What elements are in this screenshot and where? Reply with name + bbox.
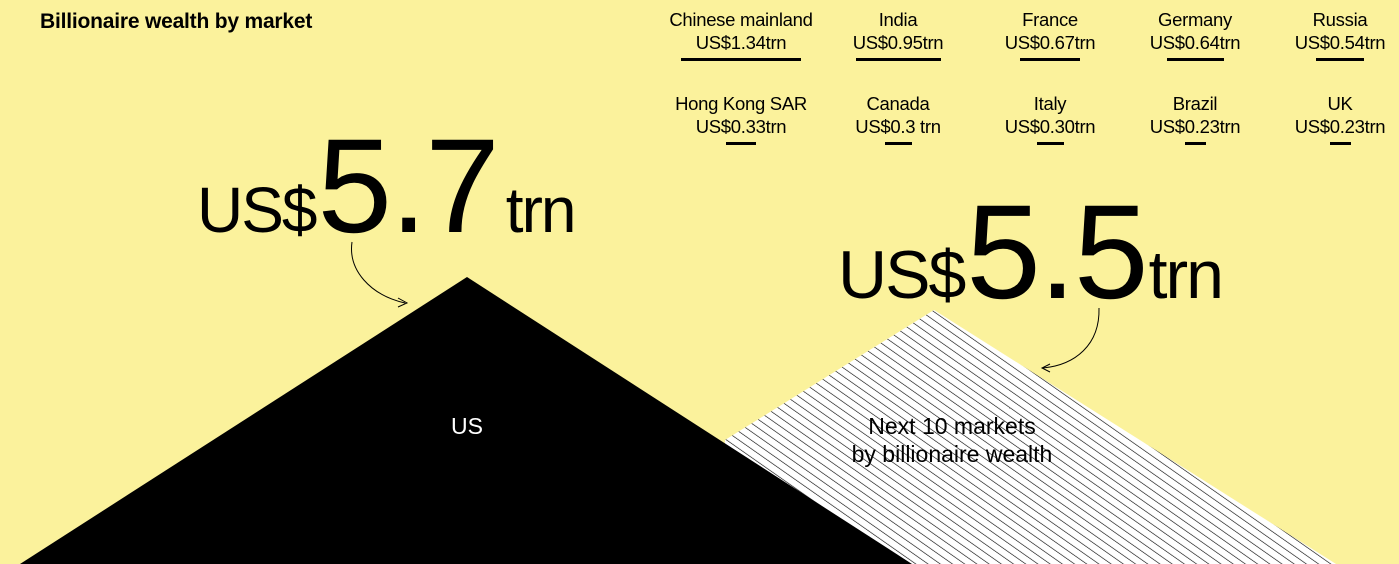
- market-value: US$0.67trn: [1004, 32, 1096, 53]
- us-unit: trn: [505, 174, 577, 246]
- next10-number: 5.5: [966, 178, 1148, 327]
- market-bar: [1020, 58, 1080, 61]
- us-total-value: US$5.7 trn: [197, 112, 577, 261]
- us-mountain: [20, 277, 912, 564]
- market-item: Germany US$0.64trn: [1110, 8, 1280, 61]
- market-item: Italy US$0.30trn: [965, 92, 1135, 145]
- market-item: Hong Kong SAR US$0.33trn: [656, 92, 826, 145]
- market-item: Russia US$0.54trn: [1255, 8, 1399, 61]
- next10-arrow: [1042, 307, 1100, 369]
- market-bar: [1316, 58, 1364, 61]
- market-name: Italy: [1033, 93, 1067, 114]
- market-item: UK US$0.23trn: [1255, 92, 1399, 145]
- next10-total-value: US$5.5trn: [838, 178, 1224, 327]
- market-bar: [681, 58, 801, 61]
- market-value: US$1.34trn: [695, 32, 787, 53]
- market-value: US$0.33trn: [695, 116, 787, 137]
- us-arrowhead: [397, 297, 409, 308]
- market-value: US$0.3 trn: [855, 116, 941, 137]
- market-bar: [1166, 58, 1224, 61]
- market-name: India: [878, 9, 918, 30]
- next10-arrowhead: [1040, 363, 1051, 373]
- market-name: Chinese mainland: [669, 9, 813, 30]
- market-bar: [884, 142, 912, 145]
- next10-label-line2: by billionaire wealth: [851, 441, 1053, 467]
- us-label: US: [451, 413, 483, 439]
- us-number: 5.7: [317, 112, 500, 261]
- market-value: US$0.54trn: [1294, 32, 1386, 53]
- market-value: US$0.23trn: [1149, 116, 1241, 137]
- market-item: Canada US$0.3 trn: [813, 92, 983, 145]
- next10-unit: trn: [1148, 237, 1224, 313]
- next10-label: Next 10 markets by billionaire wealth: [812, 412, 1092, 468]
- us-prefix: US$: [197, 174, 317, 246]
- market-bar: [726, 142, 756, 145]
- market-value: US$0.30trn: [1004, 116, 1096, 137]
- us-arrow: [351, 241, 406, 304]
- market-bar: [1036, 142, 1064, 145]
- market-bar: [855, 58, 941, 61]
- market-name: Russia: [1312, 9, 1368, 30]
- market-name: Hong Kong SAR: [675, 93, 807, 114]
- market-item: Chinese mainland US$1.34trn: [656, 8, 826, 61]
- market-bar: [1329, 142, 1351, 145]
- next10-prefix: US$: [838, 237, 966, 313]
- market-name: Germany: [1158, 9, 1232, 30]
- market-name: Brazil: [1172, 93, 1218, 114]
- market-bar: [1184, 142, 1206, 145]
- market-value: US$0.23trn: [1294, 116, 1386, 137]
- market-item: India US$0.95trn: [813, 8, 983, 61]
- market-name: France: [1022, 9, 1078, 30]
- chart-title: Billionaire wealth by market: [40, 10, 313, 33]
- market-name: UK: [1327, 93, 1353, 114]
- market-value: US$0.95trn: [852, 32, 944, 53]
- market-item: Brazil US$0.23trn: [1110, 92, 1280, 145]
- market-name: Canada: [866, 93, 930, 114]
- market-value: US$0.64trn: [1149, 32, 1241, 53]
- market-item: France US$0.67trn: [965, 8, 1135, 61]
- next10-label-line1: Next 10 markets: [868, 413, 1036, 439]
- next10-mountain: [725, 310, 1336, 564]
